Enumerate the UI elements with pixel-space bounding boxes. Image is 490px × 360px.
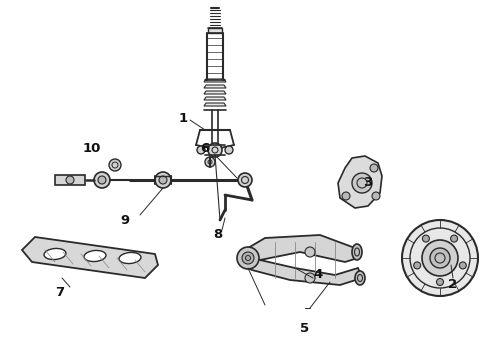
Ellipse shape bbox=[84, 251, 106, 262]
Circle shape bbox=[66, 176, 74, 184]
Circle shape bbox=[94, 172, 110, 188]
Circle shape bbox=[422, 235, 429, 242]
Text: 7: 7 bbox=[55, 287, 65, 300]
Polygon shape bbox=[248, 235, 358, 262]
Circle shape bbox=[370, 164, 378, 172]
Polygon shape bbox=[338, 156, 382, 208]
Circle shape bbox=[155, 172, 171, 188]
Polygon shape bbox=[22, 237, 158, 278]
Text: 4: 4 bbox=[314, 269, 322, 282]
Circle shape bbox=[372, 192, 380, 200]
Circle shape bbox=[422, 240, 458, 276]
Circle shape bbox=[205, 157, 215, 167]
Circle shape bbox=[402, 220, 478, 296]
Ellipse shape bbox=[44, 248, 66, 260]
Text: 3: 3 bbox=[364, 175, 372, 189]
Circle shape bbox=[208, 143, 222, 157]
Circle shape bbox=[242, 252, 254, 264]
Polygon shape bbox=[204, 97, 226, 100]
Text: 8: 8 bbox=[213, 229, 222, 242]
Circle shape bbox=[197, 146, 205, 154]
Circle shape bbox=[225, 146, 233, 154]
Circle shape bbox=[414, 262, 421, 269]
Circle shape bbox=[159, 176, 167, 184]
Circle shape bbox=[98, 176, 106, 184]
Ellipse shape bbox=[352, 244, 362, 260]
Bar bbox=[208, 28, 222, 33]
Text: 2: 2 bbox=[448, 278, 458, 291]
Polygon shape bbox=[204, 79, 226, 82]
Text: 6: 6 bbox=[200, 141, 210, 154]
Circle shape bbox=[352, 173, 372, 193]
Ellipse shape bbox=[355, 271, 365, 285]
Circle shape bbox=[430, 248, 450, 268]
Circle shape bbox=[342, 192, 350, 200]
Circle shape bbox=[459, 262, 466, 269]
Circle shape bbox=[109, 159, 121, 171]
Circle shape bbox=[451, 235, 458, 242]
Circle shape bbox=[305, 247, 315, 257]
Text: 5: 5 bbox=[300, 321, 310, 334]
Bar bbox=[55, 175, 85, 185]
Circle shape bbox=[305, 273, 315, 283]
Circle shape bbox=[238, 173, 252, 187]
Polygon shape bbox=[242, 258, 362, 285]
Text: 9: 9 bbox=[121, 213, 129, 226]
Text: 10: 10 bbox=[83, 141, 101, 154]
Polygon shape bbox=[204, 103, 226, 106]
Polygon shape bbox=[204, 85, 226, 88]
Circle shape bbox=[437, 279, 443, 285]
Polygon shape bbox=[204, 91, 226, 94]
Ellipse shape bbox=[119, 252, 141, 264]
Text: 1: 1 bbox=[178, 112, 188, 125]
Circle shape bbox=[237, 247, 259, 269]
